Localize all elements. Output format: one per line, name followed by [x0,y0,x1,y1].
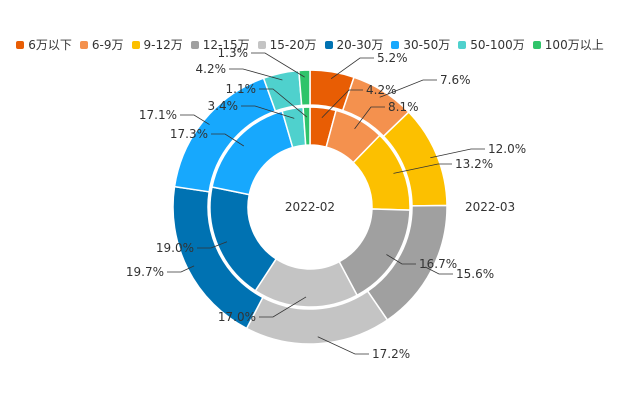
legend-swatch [79,40,88,49]
leader-line [259,296,307,318]
data-label: 19.7% [126,265,164,279]
leader-line [180,114,210,125]
legend-swatch [532,40,541,49]
legend-item[interactable]: 100万以上 [532,36,604,53]
leader-line [197,241,228,249]
data-label: 17.3% [170,127,208,141]
leader-line [211,133,245,147]
slice-2022-02 [302,106,311,146]
data-label: 16.7% [419,257,457,271]
legend-label: 15-20万 [269,38,317,52]
data-label: 7.6% [440,73,471,87]
data-label: 19.0% [156,241,194,255]
data-label: 3.4% [208,99,239,113]
leader-line [321,89,363,119]
legend-swatch [257,40,266,49]
leader-line [379,79,437,98]
slice-2022-03 [298,69,311,107]
legend-label: 6万以下 [28,38,72,52]
legend-item[interactable]: 6-9万 [79,36,124,53]
legend-swatch [391,40,400,49]
legend-item[interactable]: 12-15万 [190,36,250,53]
legend: 6万以下 6-9万 9-12万 12-15万 15-20万 20-30万 30-50万 50-… [0,36,620,53]
data-label: 1.1% [226,82,257,96]
legend-item[interactable]: 30-50万 [391,36,450,53]
data-label: 4.2% [196,62,227,76]
legend-label: 9-12万 [143,38,183,52]
series-label-inner: 2022-02 [285,200,335,214]
legend-label: 20-30万 [336,38,384,52]
leader-line [241,105,295,119]
leader-line [229,68,283,81]
data-label: 5.2% [377,51,408,65]
legend-swatch [16,40,25,49]
leader-line [430,148,485,159]
series-label-outer: 2022-03 [465,200,515,214]
legend-swatch [458,40,467,49]
leader-line [330,57,374,80]
leader-line [259,88,308,118]
legend-label: 30-50万 [403,38,451,52]
data-label: 4.2% [366,83,397,97]
legend-item[interactable]: 20-30万 [324,36,384,53]
legend-label: 6-9万 [91,38,124,52]
data-label: 13.2% [455,157,493,171]
legend-swatch [190,40,199,49]
data-label: 1.3% [218,46,249,60]
legend-item[interactable]: 50-100万 [458,36,525,53]
leader-line [393,163,452,174]
legend-swatch [324,40,333,49]
legend-item[interactable]: 15-20万 [257,36,317,53]
leader-line [317,336,369,355]
legend-label: 100万以上 [544,38,604,52]
data-label: 17.0% [218,310,256,324]
leader-line [354,106,385,130]
data-label: 17.2% [372,347,410,361]
leader-line [386,254,416,265]
data-label: 17.1% [139,108,177,122]
leader-line [251,52,305,78]
legend-swatch [131,40,140,49]
legend-item[interactable]: 6万以下 [16,36,72,53]
legend-label: 50-100万 [470,38,525,52]
data-label: 15.6% [456,267,494,281]
data-label: 12.0% [488,142,526,156]
leader-line [425,266,453,275]
leader-line [167,265,195,273]
legend-item[interactable]: 9-12万 [131,36,183,53]
data-label: 8.1% [388,100,419,114]
legend-label: 12-15万 [202,38,250,52]
